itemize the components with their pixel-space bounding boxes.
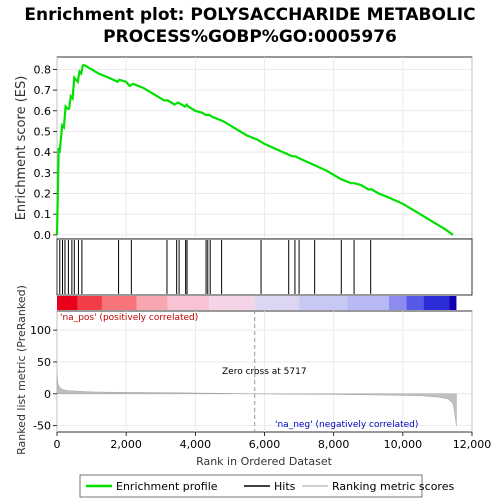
chart-title-line-2: PROCESS%GOBP%GO:0005976 [103,27,397,47]
zero-cross-label: Zero cross at 5717 [222,367,307,377]
heatmap-segment [57,296,78,310]
es-tick-label: 0.6 [34,105,52,118]
negative-correlation-label: 'na_neg' (negatively correlated) [275,420,418,430]
heatmap-segment [254,296,300,310]
es-y-axis-label: Enrichment score (ES) [14,76,29,221]
es-tick-label: 0.2 [34,188,52,201]
heatmap-segment [136,296,168,310]
x-tick-label: 6,000 [249,438,281,451]
heatmap-segment [101,296,137,310]
es-tick-label: 0.3 [34,167,52,180]
heatmap-segment [299,296,348,310]
rank-heatmap-strip [57,296,457,310]
heatmap-segment [423,296,450,310]
es-tick-label: 0.7 [34,84,52,97]
heatmap-segment [347,296,389,310]
heatmap-segment [77,296,102,310]
legend-label-enrichment: Enrichment profile [116,480,218,493]
x-tick-label: 8,000 [318,438,350,451]
heatmap-segment [406,296,424,310]
chart-title-line-1: Enrichment plot: POLYSACCHARIDE METABOLI… [24,5,475,25]
enrichment-profile-line [55,64,454,236]
metric-y-axis-label: Ranked list metric (PreRanked) [15,285,28,455]
legend-label-hits: Hits [274,480,296,493]
x-axis-ticks: 0 2,000 4,000 6,000 8,000 10,000 12,000 [54,432,492,451]
x-tick-label: 2,000 [110,438,142,451]
metric-tick-label: 50 [37,356,51,369]
metric-tick-label: 0 [44,388,51,401]
es-tick-label: 0.1 [34,208,52,221]
heatmap-segment [449,296,457,310]
heatmap-segment [209,296,255,310]
positive-correlation-label: 'na_pos' (positively correlated) [60,313,198,323]
hit-markers [59,240,372,294]
x-tick-label: 4,000 [180,438,212,451]
es-tick-label: 0.0 [34,229,52,242]
hits-panel [56,238,473,296]
heatmap-segment [167,296,210,310]
x-axis-label: Rank in Ordered Dataset [196,455,333,468]
es-tick-label: 0.5 [34,125,52,138]
ranking-metric-area [56,374,457,426]
legend-label-metric: Ranking metric scores [332,480,454,493]
x-tick-label: 10,000 [384,438,423,451]
metric-tick-label: 100 [30,324,51,337]
es-gridlines [56,57,473,239]
heatmap-segment [389,296,407,310]
metric-tick-label: -50 [33,420,51,433]
es-y-ticks: 0.0 0.1 0.2 0.3 0.4 0.5 0.6 0.7 0.8 [34,63,57,242]
es-tick-label: 0.8 [34,63,52,76]
x-tick-label: 12,000 [453,438,492,451]
x-tick-label: 0 [54,438,61,451]
es-tick-label: 0.4 [34,146,52,159]
metric-y-ticks: -50 0 50 100 [30,324,57,433]
